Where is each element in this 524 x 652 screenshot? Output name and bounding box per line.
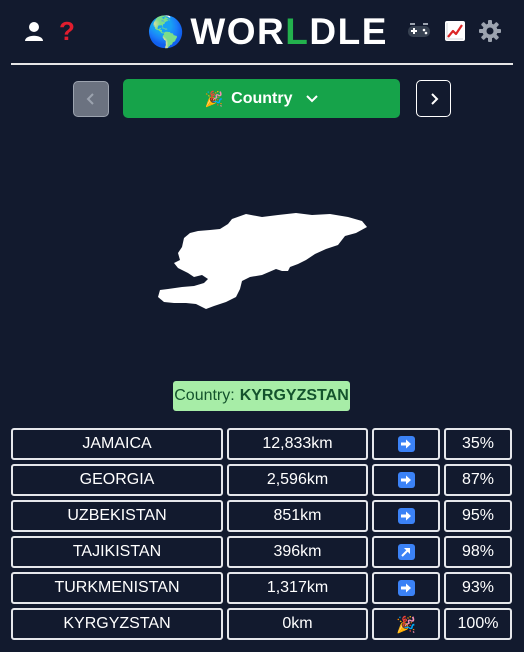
guess-proximity: 98% [444,536,512,568]
guess-country: UZBEKISTAN [11,500,223,532]
guess-country: KYRGYZSTAN [11,608,223,640]
previous-mode-button[interactable] [73,81,109,117]
chevron-down-icon [305,94,319,104]
mode-dropdown-button[interactable]: 🎉 Country [123,79,400,118]
up-right-arrow-icon [397,544,415,560]
answer-value: KYRGYZSTAN [239,387,349,404]
globe-icon: 🌎 [147,14,185,50]
header: ? 🌎 WORLDLE [11,0,513,65]
help-icon[interactable]: ? [59,15,75,46]
logo: 🌎 WORLDLE [147,10,388,54]
guess-country: GEORGIA [11,464,223,496]
guess-country: TAJIKISTAN [11,536,223,568]
guess-proximity: 87% [444,464,512,496]
right-arrow-icon [397,580,415,596]
guess-direction [372,500,440,532]
answer-badge: Country: KYRGYZSTAN [173,381,350,411]
guess-distance: 0km [227,608,368,640]
chevron-right-icon [430,92,438,105]
guess-proximity: 93% [444,572,512,604]
party-popper-icon: 🎉 [204,89,224,108]
guess-direction [372,536,440,568]
right-arrow-icon [397,472,415,488]
guess-country: TURKMENISTAN [11,572,223,604]
guess-distance: 851km [227,500,368,532]
games-icon[interactable] [404,16,434,46]
guess-distance: 12,833km [227,428,368,460]
next-mode-button[interactable] [416,80,451,117]
guess-direction [372,428,440,460]
guess-direction [372,464,440,496]
guess-distance: 2,596km [227,464,368,496]
guess-proximity: 100% [444,608,512,640]
answer-prefix: Country: [174,387,235,404]
user-icon[interactable] [19,16,49,46]
party-popper-icon: 🎉 [396,614,416,634]
guess-proximity: 35% [444,428,512,460]
guess-direction: 🎉 [372,608,440,640]
logo-text: WORLDLE [190,11,388,52]
guess-country: JAMAICA [11,428,223,460]
mode-label: Country [231,89,293,107]
chevron-left-icon [86,93,94,105]
settings-icon[interactable] [475,16,505,46]
guess-proximity: 95% [444,500,512,532]
right-arrow-icon [397,508,415,524]
guess-distance: 1,317km [227,572,368,604]
guess-direction [372,572,440,604]
guess-distance: 396km [227,536,368,568]
stats-icon[interactable] [440,16,470,46]
country-silhouette [158,213,367,309]
right-arrow-icon [397,436,415,452]
